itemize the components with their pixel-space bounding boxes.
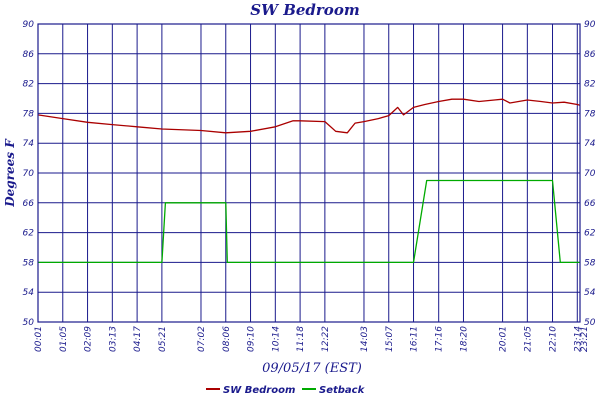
y-tick-label-right: 70 xyxy=(584,169,596,179)
legend: SW Bedroom Setback xyxy=(206,385,366,396)
x-tick-label: 12:22 xyxy=(321,326,331,352)
y-tick-label-right: 62 xyxy=(584,229,596,239)
y-tick-label-right: 90 xyxy=(584,20,596,30)
y-tick-label-left: 74 xyxy=(23,139,35,149)
x-tick-label: 18:20 xyxy=(459,326,469,352)
x-tick-label: 10:14 xyxy=(271,326,281,352)
y-tick-label-left: 58 xyxy=(23,258,35,268)
y-tick-label-right: 82 xyxy=(584,80,596,90)
x-tick-label: 21:05 xyxy=(523,326,533,352)
y-tick-label-left: 54 xyxy=(23,288,35,298)
y-tick-label-right: 74 xyxy=(584,139,596,149)
y-axis-right: 50 54 58 62 66 70 74 78 82 86 90 xyxy=(584,20,596,328)
chart-title: SW Bedroom xyxy=(250,1,359,19)
x-axis: 00:01 01:05 02:09 03:13 04:17 05:21 07:02 08:06… xyxy=(34,326,590,352)
x-tick-label: 15:07 xyxy=(385,326,395,352)
legend-label-setback: Setback xyxy=(319,385,366,396)
x-tick-label: 22:10 xyxy=(549,326,559,352)
x-tick-label: 14:03 xyxy=(360,326,370,352)
y-axis-left: 50 54 58 62 66 70 74 78 82 86 90 xyxy=(23,20,35,328)
x-tick-label: 17:16 xyxy=(435,326,445,352)
y-tick-label-right: 78 xyxy=(584,109,596,119)
x-tick-label: 08:06 xyxy=(222,326,232,352)
x-tick-label: 04:17 xyxy=(133,326,143,352)
y-tick-label-left: 86 xyxy=(23,50,35,60)
plot-border xyxy=(37,23,581,323)
y-tick-label-right: 66 xyxy=(584,199,596,209)
y-tick-label-left: 62 xyxy=(23,229,35,239)
x-tick-label: 05:21 xyxy=(158,326,168,352)
x-tick-label: 23:14 xyxy=(573,326,583,352)
y-tick-label-left: 50 xyxy=(23,318,35,328)
y-axis-label: Degrees F xyxy=(3,138,17,208)
series-line-setback xyxy=(38,179,580,264)
x-tick-label: 07:02 xyxy=(197,326,207,352)
series-line-sw-bedroom xyxy=(37,98,581,134)
y-tick-label-left: 82 xyxy=(23,80,35,90)
x-tick-label: 01:05 xyxy=(59,326,69,352)
y-tick-label-left: 78 xyxy=(23,109,35,119)
y-tick-label-right: 58 xyxy=(584,258,596,268)
y-tick-label-left: 90 xyxy=(23,20,35,30)
y-tick-label-left: 66 xyxy=(23,199,35,209)
x-tick-label: 00:01 xyxy=(34,326,44,352)
x-tick-label: 11:18 xyxy=(296,326,306,352)
x-axis-label: 09/05/17 (EST) xyxy=(262,361,362,376)
y-tick-label-right: 54 xyxy=(584,288,596,298)
x-tick-label: 20:01 xyxy=(499,326,509,352)
y-tick-label-right: 86 xyxy=(584,50,596,60)
x-tick-label: 03:13 xyxy=(108,326,118,352)
legend-label-sw-bedroom: SW Bedroom xyxy=(223,385,295,396)
x-tick-label: 16:11 xyxy=(410,326,420,352)
y-tick-label-left: 70 xyxy=(23,169,35,179)
y-tick-label-right: 50 xyxy=(584,318,596,328)
plot-area-border xyxy=(37,23,581,323)
x-tick-label: 02:09 xyxy=(84,326,94,352)
x-tick-label: 09:10 xyxy=(247,326,257,352)
x-tick-label: 23:21 xyxy=(580,326,590,352)
series-group xyxy=(37,98,581,264)
